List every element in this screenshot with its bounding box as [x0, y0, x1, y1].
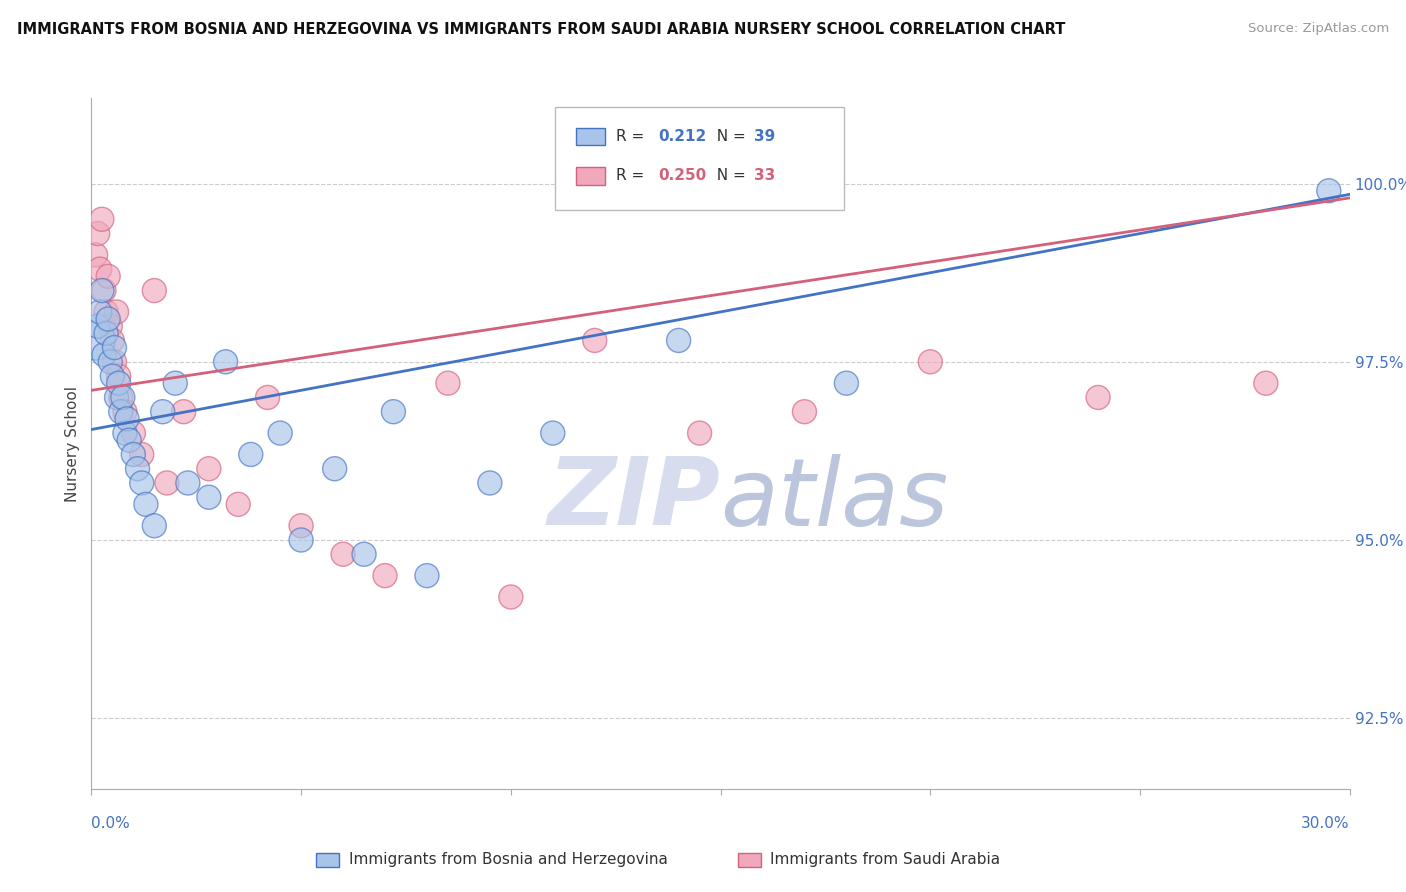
- Point: [122, 426, 145, 441]
- Text: 33: 33: [754, 169, 775, 183]
- Point: [165, 376, 187, 391]
- Point: [382, 405, 405, 419]
- Text: 30.0%: 30.0%: [1302, 816, 1350, 830]
- Point: [93, 284, 115, 298]
- Point: [256, 391, 278, 405]
- Text: 0.0%: 0.0%: [91, 816, 131, 830]
- Point: [98, 355, 121, 369]
- Point: [478, 475, 501, 490]
- Point: [332, 547, 354, 561]
- Point: [374, 568, 396, 582]
- Point: [107, 376, 129, 391]
- Point: [97, 269, 120, 284]
- Point: [920, 355, 942, 369]
- Text: Immigrants from Saudi Arabia: Immigrants from Saudi Arabia: [770, 853, 1001, 867]
- Point: [353, 547, 375, 561]
- Point: [103, 341, 125, 355]
- Point: [89, 305, 111, 319]
- Point: [226, 497, 249, 511]
- Point: [835, 376, 858, 391]
- Point: [86, 227, 108, 241]
- Y-axis label: Nursery School: Nursery School: [65, 385, 80, 502]
- Point: [122, 447, 145, 461]
- Point: [499, 590, 522, 604]
- Point: [84, 248, 107, 262]
- Point: [541, 426, 564, 441]
- Point: [668, 334, 690, 348]
- Point: [110, 405, 132, 419]
- Point: [118, 434, 141, 448]
- Point: [107, 369, 129, 384]
- Text: 39: 39: [754, 129, 775, 144]
- Point: [290, 518, 312, 533]
- Text: N =: N =: [707, 129, 751, 144]
- Point: [214, 355, 236, 369]
- Text: ZIP: ZIP: [548, 453, 720, 545]
- Point: [86, 319, 108, 334]
- Point: [1317, 184, 1340, 198]
- Text: IMMIGRANTS FROM BOSNIA AND HERZEGOVINA VS IMMIGRANTS FROM SAUDI ARABIA NURSERY S: IMMIGRANTS FROM BOSNIA AND HERZEGOVINA V…: [17, 22, 1066, 37]
- Point: [111, 391, 134, 405]
- Point: [127, 461, 149, 475]
- Point: [84, 334, 107, 348]
- Text: Source: ZipAtlas.com: Source: ZipAtlas.com: [1249, 22, 1389, 36]
- Point: [583, 334, 606, 348]
- Point: [1087, 391, 1109, 405]
- Text: N =: N =: [707, 169, 751, 183]
- Point: [135, 497, 157, 511]
- Point: [101, 334, 124, 348]
- Point: [143, 284, 166, 298]
- Point: [89, 262, 111, 277]
- Point: [143, 518, 166, 533]
- Point: [177, 475, 200, 490]
- Point: [156, 475, 179, 490]
- Point: [198, 490, 221, 504]
- Point: [269, 426, 291, 441]
- Point: [793, 405, 815, 419]
- Text: Immigrants from Bosnia and Herzegovina: Immigrants from Bosnia and Herzegovina: [349, 853, 668, 867]
- Point: [198, 461, 221, 475]
- Point: [94, 326, 117, 341]
- Text: atlas: atlas: [720, 453, 949, 545]
- Point: [290, 533, 312, 547]
- Point: [152, 405, 174, 419]
- Text: 0.250: 0.250: [658, 169, 706, 183]
- Point: [114, 405, 136, 419]
- Point: [101, 369, 124, 384]
- Point: [90, 284, 112, 298]
- Text: R =: R =: [616, 129, 650, 144]
- Point: [1254, 376, 1277, 391]
- Point: [97, 312, 120, 326]
- Point: [416, 568, 439, 582]
- Point: [105, 391, 128, 405]
- Point: [131, 475, 153, 490]
- Text: 0.212: 0.212: [658, 129, 706, 144]
- Point: [689, 426, 711, 441]
- Point: [98, 319, 121, 334]
- Point: [103, 355, 125, 369]
- Point: [114, 426, 136, 441]
- Point: [115, 412, 138, 426]
- Point: [173, 405, 195, 419]
- Point: [437, 376, 460, 391]
- Point: [323, 461, 346, 475]
- Point: [94, 305, 117, 319]
- Text: R =: R =: [616, 169, 650, 183]
- Point: [105, 305, 128, 319]
- Point: [110, 391, 132, 405]
- Point: [90, 212, 112, 227]
- Point: [239, 447, 262, 461]
- Point: [93, 348, 115, 362]
- Point: [131, 447, 153, 461]
